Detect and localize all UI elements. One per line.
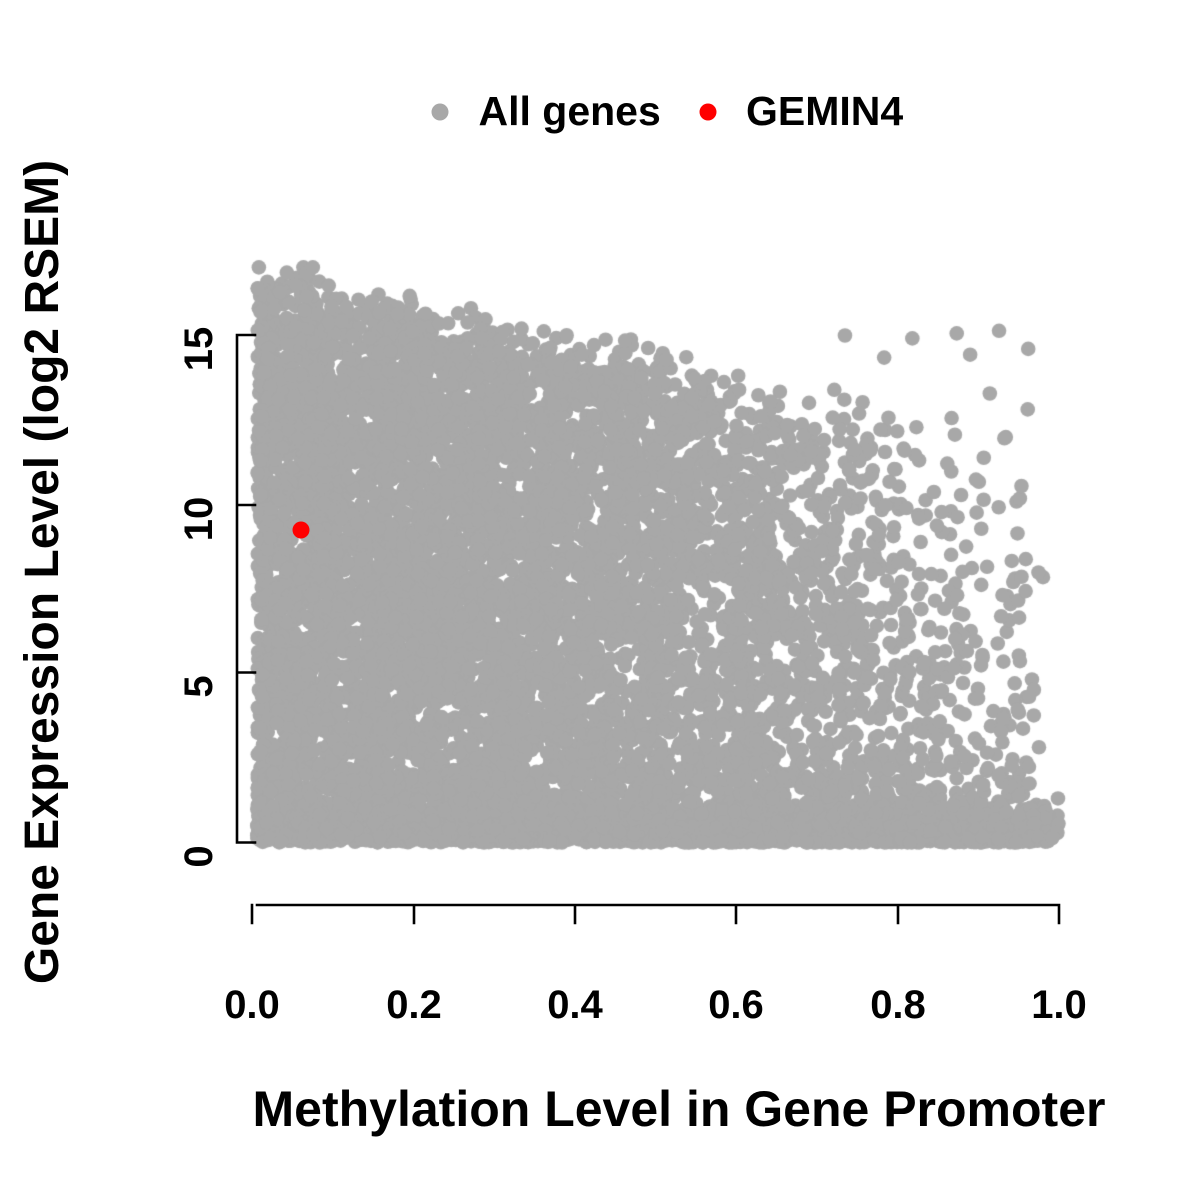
svg-text:15: 15 — [177, 327, 221, 372]
svg-text:5: 5 — [177, 675, 221, 697]
svg-text:Gene Expression Level (log2 RS: Gene Expression Level (log2 RSEM) — [16, 160, 69, 984]
svg-text:0: 0 — [177, 845, 221, 867]
svg-text:0.0: 0.0 — [224, 983, 280, 1027]
svg-text:10: 10 — [177, 497, 221, 542]
svg-text:0.4: 0.4 — [547, 983, 603, 1027]
svg-text:0.8: 0.8 — [870, 983, 926, 1027]
svg-text:GEMIN4: GEMIN4 — [746, 88, 903, 134]
svg-text:Methylation Level in Gene Prom: Methylation Level in Gene Promoter — [253, 1081, 1106, 1137]
svg-text:0.6: 0.6 — [708, 983, 764, 1027]
svg-text:0.2: 0.2 — [386, 983, 442, 1027]
svg-text:1.0: 1.0 — [1031, 983, 1087, 1027]
svg-text:All genes: All genes — [479, 88, 661, 134]
